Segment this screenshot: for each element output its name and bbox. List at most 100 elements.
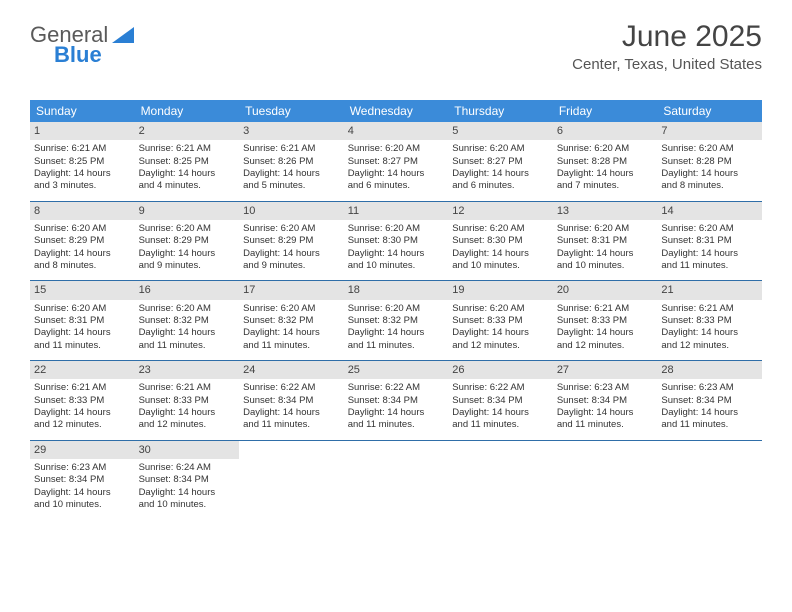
- sunset-text: Sunset: 8:30 PM: [452, 235, 549, 247]
- calendar-cell: 29Sunrise: 6:23 AMSunset: 8:34 PMDayligh…: [30, 440, 135, 519]
- daylight-text-1: Daylight: 14 hours: [139, 487, 236, 499]
- sunrise-text: Sunrise: 6:20 AM: [452, 303, 549, 315]
- day-number: 19: [448, 281, 553, 299]
- calendar-cell: 30Sunrise: 6:24 AMSunset: 8:34 PMDayligh…: [135, 440, 240, 519]
- sunset-text: Sunset: 8:34 PM: [452, 395, 549, 407]
- calendar-row: 22Sunrise: 6:21 AMSunset: 8:33 PMDayligh…: [30, 361, 762, 441]
- calendar-cell: 2Sunrise: 6:21 AMSunset: 8:25 PMDaylight…: [135, 122, 240, 201]
- sunrise-text: Sunrise: 6:20 AM: [452, 143, 549, 155]
- sunset-text: Sunset: 8:25 PM: [139, 156, 236, 168]
- logo-triangle-icon: [112, 27, 134, 43]
- sunrise-text: Sunrise: 6:20 AM: [139, 303, 236, 315]
- daylight-text-2: and 8 minutes.: [661, 180, 758, 192]
- day-number: 8: [30, 202, 135, 220]
- day-number: 14: [657, 202, 762, 220]
- sunset-text: Sunset: 8:34 PM: [661, 395, 758, 407]
- daylight-text-2: and 11 minutes.: [348, 340, 445, 352]
- calendar-cell: 20Sunrise: 6:21 AMSunset: 8:33 PMDayligh…: [553, 281, 658, 361]
- sunset-text: Sunset: 8:33 PM: [139, 395, 236, 407]
- calendar-cell: 10Sunrise: 6:20 AMSunset: 8:29 PMDayligh…: [239, 201, 344, 281]
- sunset-text: Sunset: 8:32 PM: [139, 315, 236, 327]
- daylight-text-1: Daylight: 14 hours: [661, 248, 758, 260]
- calendar-cell: 18Sunrise: 6:20 AMSunset: 8:32 PMDayligh…: [344, 281, 449, 361]
- day-number: 21: [657, 281, 762, 299]
- daylight-text-1: Daylight: 14 hours: [348, 248, 445, 260]
- calendar-cell: 1Sunrise: 6:21 AMSunset: 8:25 PMDaylight…: [30, 122, 135, 201]
- calendar-cell: 19Sunrise: 6:20 AMSunset: 8:33 PMDayligh…: [448, 281, 553, 361]
- day-number: 18: [344, 281, 449, 299]
- logo-sub: Blue: [52, 42, 102, 68]
- sunrise-text: Sunrise: 6:20 AM: [557, 143, 654, 155]
- calendar-row: 15Sunrise: 6:20 AMSunset: 8:31 PMDayligh…: [30, 281, 762, 361]
- daylight-text-1: Daylight: 14 hours: [243, 407, 340, 419]
- calendar-cell: 28Sunrise: 6:23 AMSunset: 8:34 PMDayligh…: [657, 361, 762, 441]
- daylight-text-2: and 12 minutes.: [661, 340, 758, 352]
- day-number: 2: [135, 122, 240, 140]
- weekday-header: Thursday: [448, 100, 553, 122]
- daylight-text-1: Daylight: 14 hours: [452, 168, 549, 180]
- daylight-text-1: Daylight: 14 hours: [34, 327, 131, 339]
- calendar-row: 8Sunrise: 6:20 AMSunset: 8:29 PMDaylight…: [30, 201, 762, 281]
- sunrise-text: Sunrise: 6:22 AM: [348, 382, 445, 394]
- daylight-text-1: Daylight: 14 hours: [348, 168, 445, 180]
- sunrise-text: Sunrise: 6:20 AM: [348, 223, 445, 235]
- sunrise-text: Sunrise: 6:20 AM: [661, 143, 758, 155]
- daylight-text-2: and 10 minutes.: [139, 499, 236, 511]
- daylight-text-2: and 11 minutes.: [348, 419, 445, 431]
- sunrise-text: Sunrise: 6:23 AM: [661, 382, 758, 394]
- sunrise-text: Sunrise: 6:20 AM: [243, 303, 340, 315]
- title-block: June 2025 Center, Texas, United States: [572, 20, 762, 73]
- weekday-header: Monday: [135, 100, 240, 122]
- daylight-text-1: Daylight: 14 hours: [348, 327, 445, 339]
- daylight-text-1: Daylight: 14 hours: [452, 327, 549, 339]
- day-number: 20: [553, 281, 658, 299]
- daylight-text-1: Daylight: 14 hours: [661, 407, 758, 419]
- sunset-text: Sunset: 8:33 PM: [661, 315, 758, 327]
- sunrise-text: Sunrise: 6:20 AM: [348, 303, 445, 315]
- day-number: 11: [344, 202, 449, 220]
- day-number: 7: [657, 122, 762, 140]
- calendar-cell: 4Sunrise: 6:20 AMSunset: 8:27 PMDaylight…: [344, 122, 449, 201]
- sunset-text: Sunset: 8:26 PM: [243, 156, 340, 168]
- sunrise-text: Sunrise: 6:20 AM: [139, 223, 236, 235]
- sunset-text: Sunset: 8:28 PM: [557, 156, 654, 168]
- daylight-text-2: and 11 minutes.: [452, 419, 549, 431]
- daylight-text-1: Daylight: 14 hours: [452, 248, 549, 260]
- daylight-text-1: Daylight: 14 hours: [34, 168, 131, 180]
- daylight-text-2: and 10 minutes.: [34, 499, 131, 511]
- daylight-text-1: Daylight: 14 hours: [661, 168, 758, 180]
- daylight-text-2: and 5 minutes.: [243, 180, 340, 192]
- day-number: 10: [239, 202, 344, 220]
- sunset-text: Sunset: 8:29 PM: [34, 235, 131, 247]
- calendar-cell: 6Sunrise: 6:20 AMSunset: 8:28 PMDaylight…: [553, 122, 658, 201]
- daylight-text-2: and 10 minutes.: [557, 260, 654, 272]
- sunset-text: Sunset: 8:25 PM: [34, 156, 131, 168]
- calendar-cell: .: [448, 440, 553, 519]
- daylight-text-2: and 12 minutes.: [139, 419, 236, 431]
- sunset-text: Sunset: 8:30 PM: [348, 235, 445, 247]
- weekday-header: Sunday: [30, 100, 135, 122]
- daylight-text-1: Daylight: 14 hours: [139, 248, 236, 260]
- calendar-cell: .: [553, 440, 658, 519]
- sunset-text: Sunset: 8:29 PM: [139, 235, 236, 247]
- weekday-header: Tuesday: [239, 100, 344, 122]
- day-number: 1: [30, 122, 135, 140]
- sunset-text: Sunset: 8:34 PM: [557, 395, 654, 407]
- calendar-cell: 23Sunrise: 6:21 AMSunset: 8:33 PMDayligh…: [135, 361, 240, 441]
- location-subtitle: Center, Texas, United States: [572, 56, 762, 73]
- calendar-cell: 12Sunrise: 6:20 AMSunset: 8:30 PMDayligh…: [448, 201, 553, 281]
- daylight-text-2: and 11 minutes.: [557, 419, 654, 431]
- sunset-text: Sunset: 8:29 PM: [243, 235, 340, 247]
- daylight-text-2: and 4 minutes.: [139, 180, 236, 192]
- sunset-text: Sunset: 8:34 PM: [243, 395, 340, 407]
- daylight-text-2: and 8 minutes.: [34, 260, 131, 272]
- calendar-cell: 22Sunrise: 6:21 AMSunset: 8:33 PMDayligh…: [30, 361, 135, 441]
- logo-text-2: Blue: [54, 42, 102, 68]
- weekday-header: Wednesday: [344, 100, 449, 122]
- calendar-table: Sunday Monday Tuesday Wednesday Thursday…: [30, 100, 762, 519]
- daylight-text-2: and 9 minutes.: [139, 260, 236, 272]
- calendar-cell: .: [344, 440, 449, 519]
- day-number: 25: [344, 361, 449, 379]
- day-number: 26: [448, 361, 553, 379]
- day-number: 3: [239, 122, 344, 140]
